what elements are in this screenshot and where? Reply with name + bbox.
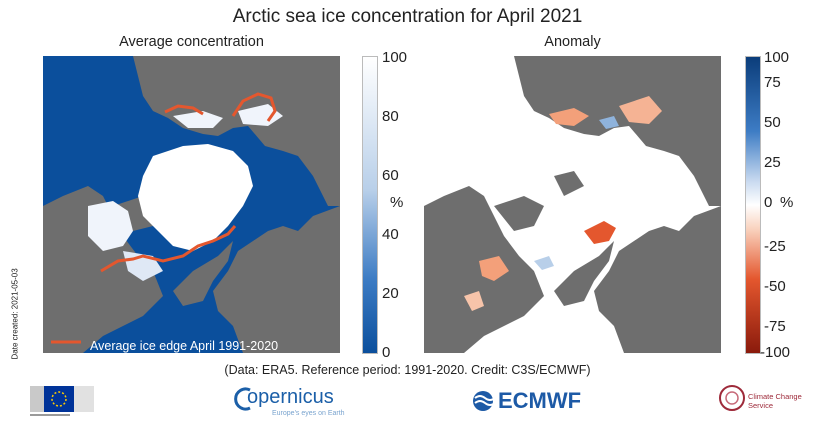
conc-tick-40: 40	[382, 226, 399, 243]
anomaly-positive-hudson	[534, 256, 554, 270]
anom-tick-neg100: -100	[760, 344, 791, 361]
anomaly-patches	[464, 96, 662, 311]
ecmwf-wave-icon	[473, 391, 496, 411]
ice-edge-atlantic	[100, 225, 237, 273]
anom-tick-neg25: -25	[764, 238, 786, 255]
land-eurasia	[133, 56, 340, 206]
anom-tick-neg50: -50	[764, 278, 786, 295]
anomaly-negative-barents	[584, 221, 616, 244]
anomaly-negative-newfoundland	[464, 291, 484, 311]
anomaly-positive-bering	[599, 116, 619, 129]
copernicus-c-icon	[234, 387, 251, 411]
conc-tick-20: 20	[382, 285, 399, 302]
sea-ice-bering	[173, 104, 283, 128]
anom-tick-25: 25	[764, 154, 781, 171]
ice-edge-lines	[100, 92, 277, 273]
anomaly-land-eurasia	[514, 56, 721, 206]
left-map-subtitle: Average concentration	[119, 34, 264, 50]
conc-tick-80: 80	[382, 108, 399, 125]
c3s-swirl-icon	[719, 385, 745, 411]
copernicus-tagline: Europe's eyes on Earth	[272, 410, 345, 417]
copernicus-name: opernicus	[247, 386, 334, 408]
ice-edge-bering	[164, 104, 204, 116]
anom-tick-50: 50	[764, 114, 781, 131]
anom-unit: %	[780, 194, 794, 211]
average-concentration-map	[43, 56, 340, 353]
anomaly-land-europe	[594, 206, 721, 353]
anomaly-map	[424, 56, 721, 353]
sea-ice-cap	[138, 144, 253, 251]
anomaly-negative-labrador	[479, 256, 509, 281]
date-created-note: Date created: 2021-05-03	[10, 268, 20, 360]
anom-tick-0: 0	[764, 194, 773, 211]
credit-line: (Data: ERA5. Reference period: 1991-2020…	[224, 363, 591, 377]
eu-logo	[30, 386, 94, 416]
conc-tick-100: 100	[382, 49, 408, 66]
anomaly-negative-bering	[549, 108, 589, 126]
ice-edge-okhotsk	[231, 92, 277, 122]
anomaly-land-islands	[494, 171, 584, 231]
concentration-colorbar	[362, 56, 378, 354]
anomaly-negative-okhotsk	[619, 96, 662, 124]
sea-ice-hudson	[88, 201, 133, 251]
anomaly-colorbar	[745, 56, 761, 354]
figure-title: Arctic sea ice concentration for April 2…	[232, 6, 583, 27]
land-greenland	[173, 241, 233, 306]
conc-tick-60: 60	[382, 167, 399, 184]
anom-tick-75: 75	[764, 74, 781, 91]
ecmwf-name: ECMWF	[498, 388, 582, 413]
legend-label: Average ice edge April 1991-2020	[90, 339, 279, 353]
anomaly-land-greenland	[554, 241, 614, 306]
land-europe	[213, 206, 340, 353]
conc-tick-0: 0	[382, 344, 391, 361]
anom-tick-100: 100	[764, 49, 790, 66]
anom-tick-neg75: -75	[764, 318, 786, 335]
c3s-name: Climate Change Service	[748, 392, 802, 410]
conc-unit: %	[390, 194, 404, 211]
right-map-subtitle: Anomaly	[544, 34, 601, 50]
